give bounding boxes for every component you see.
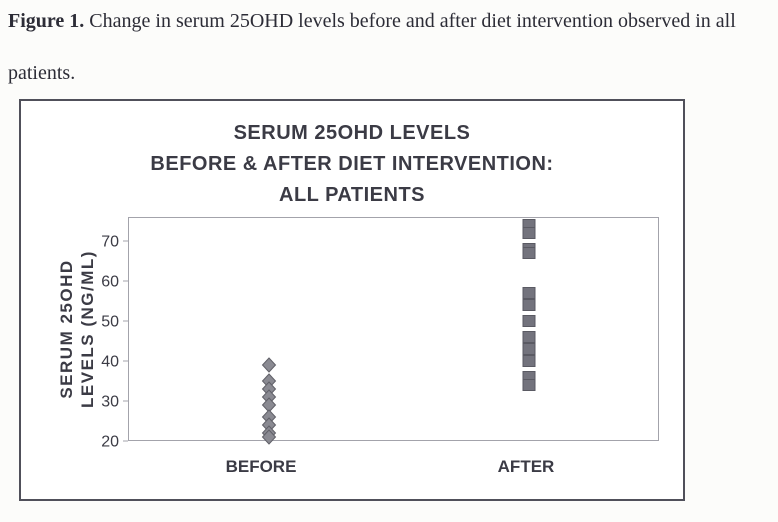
- y-axis-title-line-1: SERUM 25OHD: [57, 259, 76, 399]
- chart-title-line-3: ALL PATIENTS: [279, 184, 425, 206]
- figure-caption: Figure 1. Change in serum 25OHD levels b…: [8, 8, 772, 85]
- data-point-marker: [522, 299, 536, 311]
- data-point-marker: [522, 379, 536, 391]
- x-category-label: BEFORE: [226, 457, 297, 476]
- x-category-label: AFTER: [498, 457, 555, 476]
- data-point-marker: [522, 343, 536, 355]
- y-axis-title-line-2: LEVELS (NG/ML): [78, 250, 97, 408]
- y-tick-label: 30: [101, 394, 119, 411]
- chart-frame: SERUM 25OHD LEVELS BEFORE & AFTER DIET I…: [19, 99, 685, 501]
- figure-label: Figure 1.: [8, 10, 85, 32]
- y-tick-label: 50: [101, 314, 119, 331]
- y-tick-label: 60: [101, 274, 119, 291]
- y-tick-label: 70: [101, 234, 119, 251]
- chart-title: SERUM 25OHD LEVELS BEFORE & AFTER DIET I…: [21, 118, 683, 211]
- data-point-marker: [522, 331, 536, 343]
- data-point-marker: [261, 357, 277, 373]
- data-point-marker: [522, 227, 536, 239]
- chart-title-line-2: BEFORE & AFTER DIET INTERVENTION:: [150, 153, 554, 175]
- caption-line-1: Figure 1. Change in serum 25OHD levels b…: [8, 10, 772, 33]
- data-point-marker: [522, 247, 536, 259]
- data-point-marker: [522, 355, 536, 367]
- y-tick-label: 20: [101, 434, 119, 451]
- y-tick-label: 40: [101, 354, 119, 371]
- caption-line-2: patients.: [8, 62, 76, 84]
- data-point-marker: [261, 429, 277, 445]
- data-point-marker: [522, 287, 536, 299]
- caption-text: Change in serum 25OHD levels before and …: [84, 10, 736, 32]
- scatter-plot-area: 20 30 40 50 60 70 BEFORE AFTER: [101, 217, 659, 476]
- data-point-marker: [522, 315, 536, 327]
- plot-frame: [128, 217, 659, 441]
- chart-title-line-1: SERUM 25OHD LEVELS: [233, 122, 471, 144]
